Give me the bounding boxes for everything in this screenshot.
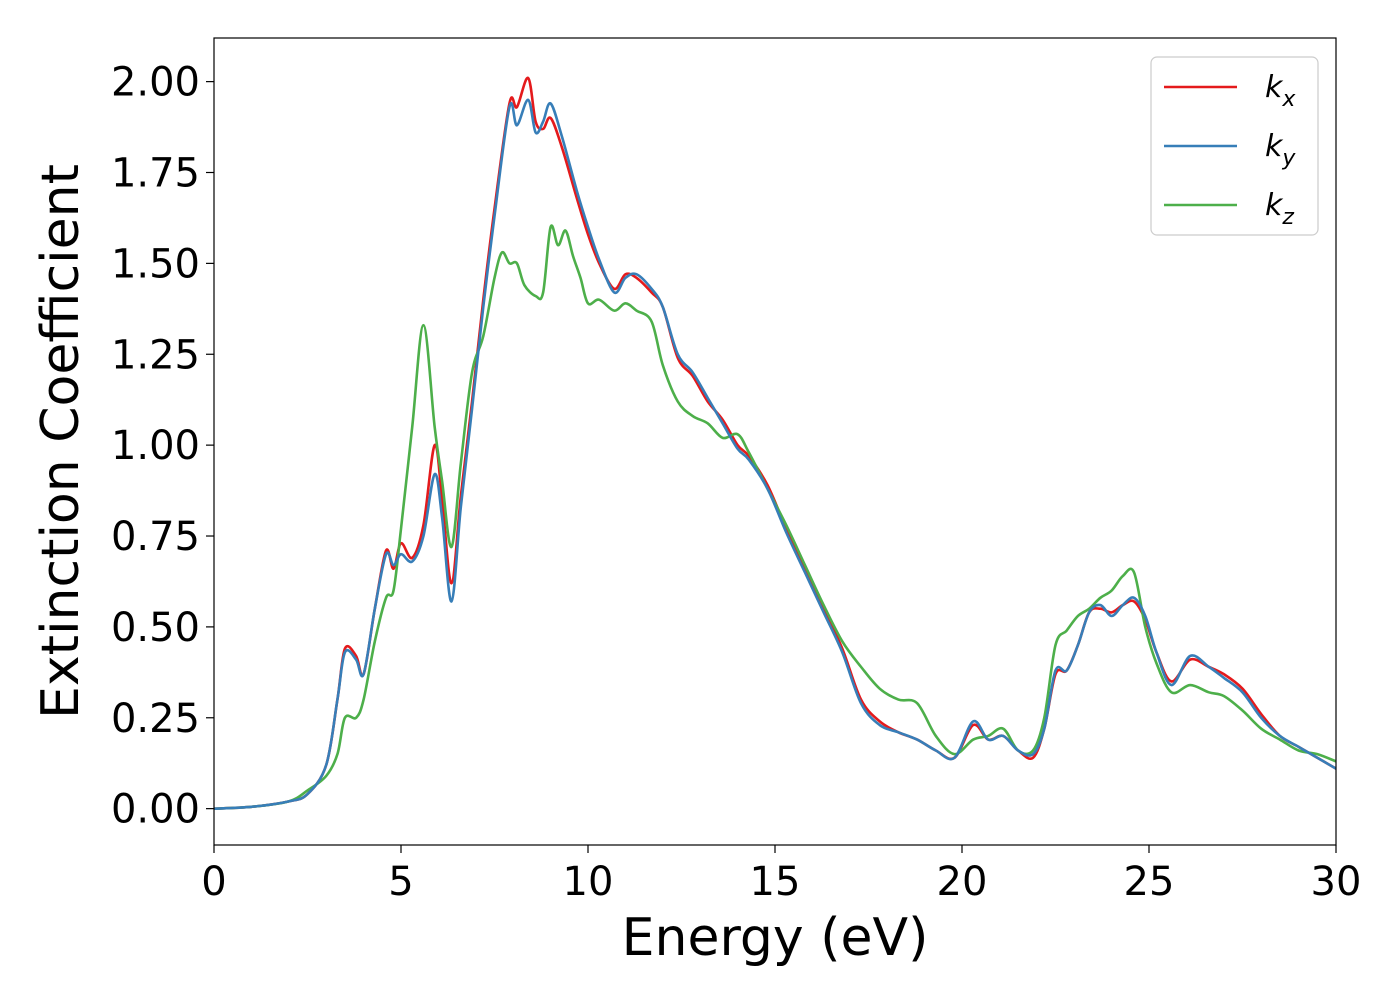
legend: kx ky kz [1150,56,1319,236]
y-tick-label: 0.50 [111,605,200,651]
y-tick-label: 1.25 [111,332,200,378]
series-line-ky [214,98,1336,810]
y-tick-label: 2.00 [111,60,200,106]
x-tick-label: 15 [750,859,801,905]
y-tick-label: 1.00 [111,423,200,469]
y-tick-label: 1.50 [111,241,200,287]
x-tick-label: 0 [201,859,226,905]
x-tick-label: 30 [1311,859,1362,905]
series-line-kz [214,224,1336,810]
x-tick-label: 5 [388,859,413,905]
y-tick-label: 0.75 [111,514,200,560]
series-layer [214,76,1336,810]
x-tick-label: 25 [1124,859,1175,905]
x-tick-label: 10 [563,859,614,905]
series-line-kx [214,76,1336,810]
legend-label-kx: kx [1265,70,1296,112]
y-tick-label: 0.00 [111,787,200,833]
legend-label-ky: ky [1265,129,1296,171]
legend-label-kz: kz [1265,188,1294,230]
axes-layer: 0 5 10 15 20 25 30 0.00 0.25 0.50 0.75 1.00 1.25 1.50… [111,37,1362,905]
y-tick-label: 0.25 [111,696,200,742]
y-tick-label: 1.75 [111,151,200,197]
y-axis-label: Extinction Coefficient [31,164,91,719]
x-axis-label: Energy (eV) [622,908,929,968]
x-tick-label: 20 [937,859,988,905]
